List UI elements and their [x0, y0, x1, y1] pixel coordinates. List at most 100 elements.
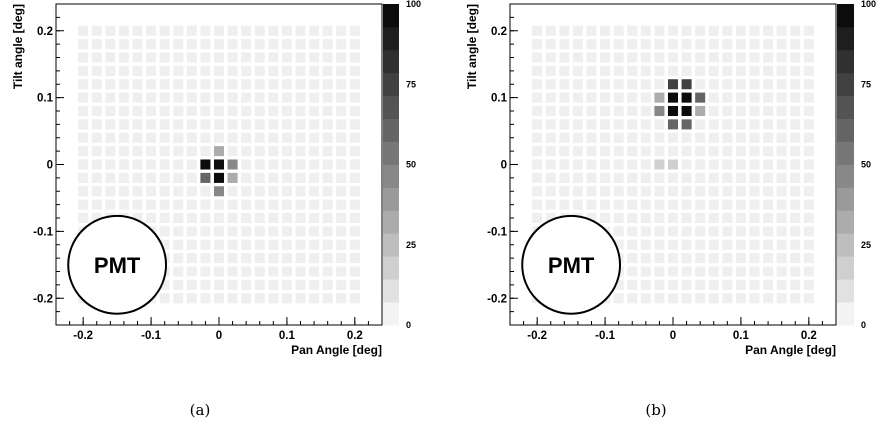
heatmap-cell [295, 119, 306, 130]
heatmap-cell [349, 253, 360, 264]
heatmap-cell [227, 199, 238, 210]
heatmap-cell [241, 159, 252, 170]
heatmap-cell [803, 266, 814, 277]
heatmap-cell [281, 52, 292, 63]
heatmap-cell [268, 212, 279, 224]
heatmap-cell [572, 25, 583, 36]
heatmap-cell [654, 199, 665, 210]
heatmap-cell [572, 39, 583, 50]
heatmap-cell [572, 105, 583, 117]
heatmap-cell [295, 65, 306, 76]
heatmap-cell [186, 119, 197, 130]
heatmap-cell [613, 279, 624, 290]
heatmap-cell [200, 105, 211, 117]
heatmap-cell [532, 52, 543, 63]
heatmap-cell [173, 25, 184, 36]
heatmap-cell-hot [227, 172, 238, 183]
heatmap-cell [309, 186, 320, 197]
heatmap-cell [790, 172, 801, 183]
heatmap-cell [146, 119, 157, 130]
heatmap-cell [336, 226, 347, 237]
heatmap-cell [763, 239, 774, 250]
heatmap-cell [695, 52, 706, 63]
heatmap-cell-hot [695, 92, 706, 103]
heatmap-cell [790, 212, 801, 224]
heatmap-cell [268, 266, 279, 277]
heatmap-cell-hot [200, 159, 211, 170]
heatmap-cell [295, 146, 306, 157]
heatmap-cell [559, 52, 570, 63]
heatmap-cell [667, 25, 679, 36]
heatmap-cell [613, 293, 624, 304]
heatmap-cell [559, 172, 570, 183]
heatmap-cell [667, 293, 679, 304]
heatmap-cell [173, 279, 184, 290]
colorbar-tick-label: 100 [406, 0, 421, 9]
heatmap-cell [200, 293, 211, 304]
heatmap-cell [268, 172, 279, 183]
heatmap-cell [613, 159, 624, 170]
heatmap-cell [722, 266, 733, 277]
heatmap-cell [722, 293, 733, 304]
heatmap-cell [309, 212, 320, 224]
heatmap-cell [532, 79, 543, 90]
heatmap-cell [776, 146, 787, 157]
heatmap-cell [722, 199, 733, 210]
heatmap-cell [708, 105, 719, 117]
heatmap-cell [322, 132, 333, 143]
heatmap-cell [281, 212, 292, 224]
heatmap-cell [695, 239, 706, 250]
heatmap-cell [572, 52, 583, 63]
heatmap-cell-hot [200, 172, 211, 183]
heatmap-cell [78, 172, 89, 183]
heatmap-cell [227, 92, 238, 103]
heatmap-cell [763, 132, 774, 143]
heatmap-cell [349, 293, 360, 304]
heatmap-cell [91, 172, 102, 183]
heatmap-cell [572, 132, 583, 143]
heatmap-cell [749, 293, 760, 304]
heatmap-cell-hot [681, 79, 692, 90]
heatmap-cell [708, 146, 719, 157]
heatmap-cell [586, 159, 597, 170]
y-tick-label: 0 [47, 160, 53, 172]
heatmap-cell [118, 186, 129, 197]
heatmap-cell [681, 159, 692, 170]
heatmap-cell [281, 253, 292, 264]
heatmap-cell [241, 199, 252, 210]
heatmap-cell [803, 199, 814, 210]
heatmap-cell [336, 212, 347, 224]
heatmap-cell [708, 119, 719, 130]
heatmap-cell [309, 39, 320, 50]
heatmap-cell [78, 159, 89, 170]
heatmap-cell [309, 239, 320, 250]
heatmap-cell [322, 52, 333, 63]
heatmap-cell [227, 146, 238, 157]
colorbar-segment [383, 164, 399, 188]
heatmap-cell-hot [667, 119, 679, 130]
heatmap-cell [146, 79, 157, 90]
heatmap-cell [200, 132, 211, 143]
heatmap-cell [600, 105, 611, 117]
colorbar-segment [383, 279, 399, 303]
heatmap-cell [586, 146, 597, 157]
heatmap-cell [613, 212, 624, 224]
heatmap-cell [708, 132, 719, 143]
heatmap-cell [241, 79, 252, 90]
heatmap-cell [613, 226, 624, 237]
heatmap-cell [681, 266, 692, 277]
heatmap-cell [803, 65, 814, 76]
heatmap-cell [695, 226, 706, 237]
heatmap-cell [545, 119, 556, 130]
heatmap-cell [173, 253, 184, 264]
colorbar-segment [383, 26, 399, 51]
heatmap-cell [613, 186, 624, 197]
heatmap-cell [200, 212, 211, 224]
heatmap-cell [763, 65, 774, 76]
y-tick-label: -0.2 [33, 293, 53, 305]
heatmap-cell [681, 239, 692, 250]
heatmap-cell [105, 186, 116, 197]
colorbar-segment [837, 26, 854, 51]
heatmap-cell [627, 226, 638, 237]
heatmap-cell [572, 186, 583, 197]
